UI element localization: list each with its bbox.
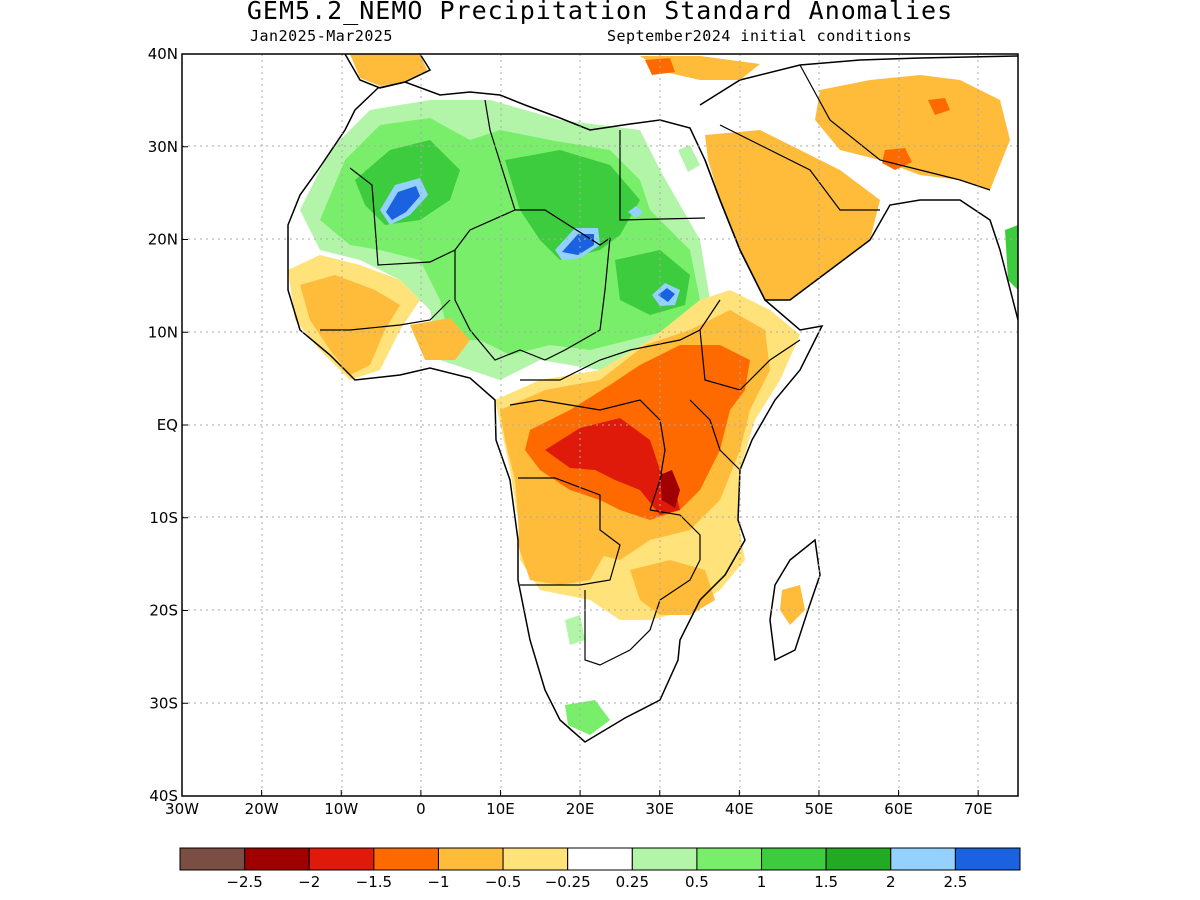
wet-patch-sinai: [678, 145, 700, 172]
border-libya-egypt: [619, 130, 706, 221]
dry-region-iran-strong: [882, 148, 912, 170]
colorbar-label: −2.5: [226, 873, 262, 891]
colorbar-swatch: [308, 847, 375, 871]
colorbar-label: 1.5: [814, 873, 838, 891]
border-algeria-libya: [484, 99, 516, 211]
colorbar-labels: −2.5 −2 −1.5 −1 −0.5 −0.25 0.25 0.5 1 1.5 2 2.5: [226, 873, 967, 891]
lon-tick-label: 60E: [884, 800, 913, 818]
lon-tick-label: 40E: [725, 800, 754, 818]
chart-title: GEM5.2_NEMO Precipitation Standard Anoma…: [246, 0, 954, 25]
border-west-coast: [320, 299, 451, 331]
colorbar: [179, 847, 1021, 871]
lat-tick-label: 40N: [148, 45, 178, 63]
border-east-africa: [689, 399, 741, 471]
border-congo: [509, 399, 666, 511]
colorbar-swatch: [761, 847, 827, 871]
dry-region-coast: [410, 318, 470, 360]
colorbar-swatch: [631, 847, 698, 871]
dry-region-west-africa-moderate: [300, 275, 400, 375]
colorbar-swatch: [437, 847, 504, 871]
border-angola: [518, 477, 621, 586]
dry-region-angola: [518, 495, 610, 585]
lat-tick-label: 40S: [149, 787, 178, 805]
colorbar-label: −1.5: [356, 873, 392, 891]
lon-tick-label: 20E: [566, 800, 595, 818]
longitude-axis: 30W 20W 10W 0 10E 20E 30E 40E 50E 60E 70E: [165, 790, 992, 818]
border-iran: [799, 64, 991, 191]
colorbar-label: 0.5: [685, 873, 709, 891]
lon-tick-label: 10W: [324, 800, 358, 818]
border-saudi: [719, 124, 880, 211]
lon-tick-label: 70E: [964, 800, 993, 818]
lon-tick-label: 0: [416, 800, 426, 818]
lat-tick-label: 30N: [148, 138, 178, 156]
border-nigeria: [454, 250, 546, 361]
iberia-coastline: [344, 54, 432, 89]
dry-region-madagascar: [780, 585, 805, 625]
colorbar-label: 0.25: [616, 873, 649, 891]
lon-tick-label: 30E: [645, 800, 674, 818]
map-area: [287, 54, 1018, 743]
dry-region-iran-strong-2: [928, 98, 950, 115]
wet-region-chad-strong: [505, 150, 640, 260]
colorbar-swatch: [825, 847, 892, 871]
madagascar-coastline: [769, 538, 821, 662]
colorbar-swatch: [567, 847, 633, 871]
dry-region-arabia: [705, 130, 880, 300]
border-west-sahel: [349, 167, 611, 266]
latitude-axis: 40N 30N 20N 10N EQ 10S 20S 30S 40S: [148, 45, 188, 805]
country-borders: [320, 64, 991, 666]
colorbar-label: −0.5: [485, 873, 521, 891]
lat-tick-label: 20N: [148, 231, 178, 249]
lat-tick-label: 30S: [149, 694, 178, 712]
anomaly-shading: [288, 54, 1018, 735]
colorbar-swatch: [890, 847, 956, 871]
colorbar-swatch: [244, 847, 310, 871]
lon-tick-label: 50E: [805, 800, 834, 818]
wet-max-mali: [386, 186, 420, 220]
colorbar-swatch: [179, 847, 246, 871]
colorbar-swatch: [373, 847, 439, 871]
wet-max-sudan: [658, 288, 675, 302]
border-mozambique: [649, 509, 701, 560]
lon-tick-label: 30W: [165, 800, 199, 818]
graticule: [182, 54, 1018, 796]
colorbar-label: −2: [298, 873, 320, 891]
dry-region-congo-severe: [545, 418, 680, 515]
colorbar-swatch: [502, 847, 569, 871]
colorbar-label: 2.5: [943, 873, 967, 891]
forecast-period: Jan2025-Mar2025: [250, 27, 393, 45]
colorbar-swatch: [954, 847, 1021, 871]
lon-tick-label: 10E: [486, 800, 515, 818]
arabia-coastline: [699, 55, 1018, 321]
initial-conditions-label: September2024 initial conditions: [607, 27, 912, 45]
colorbar-label: −1: [427, 873, 449, 891]
colorbar-swatch: [696, 847, 763, 871]
wet-patch-south-africa: [565, 700, 610, 735]
border-chad-sudan: [544, 237, 611, 361]
dry-region-iran: [815, 75, 1010, 190]
lon-tick-label: 20W: [245, 800, 279, 818]
lat-tick-label: 10N: [148, 323, 178, 341]
colorbar-label: 1: [757, 873, 767, 891]
lat-tick-label: 20S: [149, 602, 178, 620]
colorbar-label: 2: [886, 873, 896, 891]
lat-tick-label: EQ: [157, 416, 178, 434]
wet-core-libya: [628, 206, 643, 218]
wet-patch-india: [1005, 225, 1018, 290]
dry-region-lake-severe: [660, 470, 680, 508]
border-southern-africa: [584, 559, 701, 666]
dry-region-morocco: [350, 54, 428, 86]
lat-tick-label: 10S: [149, 509, 178, 527]
colorbar-label: −0.25: [545, 873, 591, 891]
